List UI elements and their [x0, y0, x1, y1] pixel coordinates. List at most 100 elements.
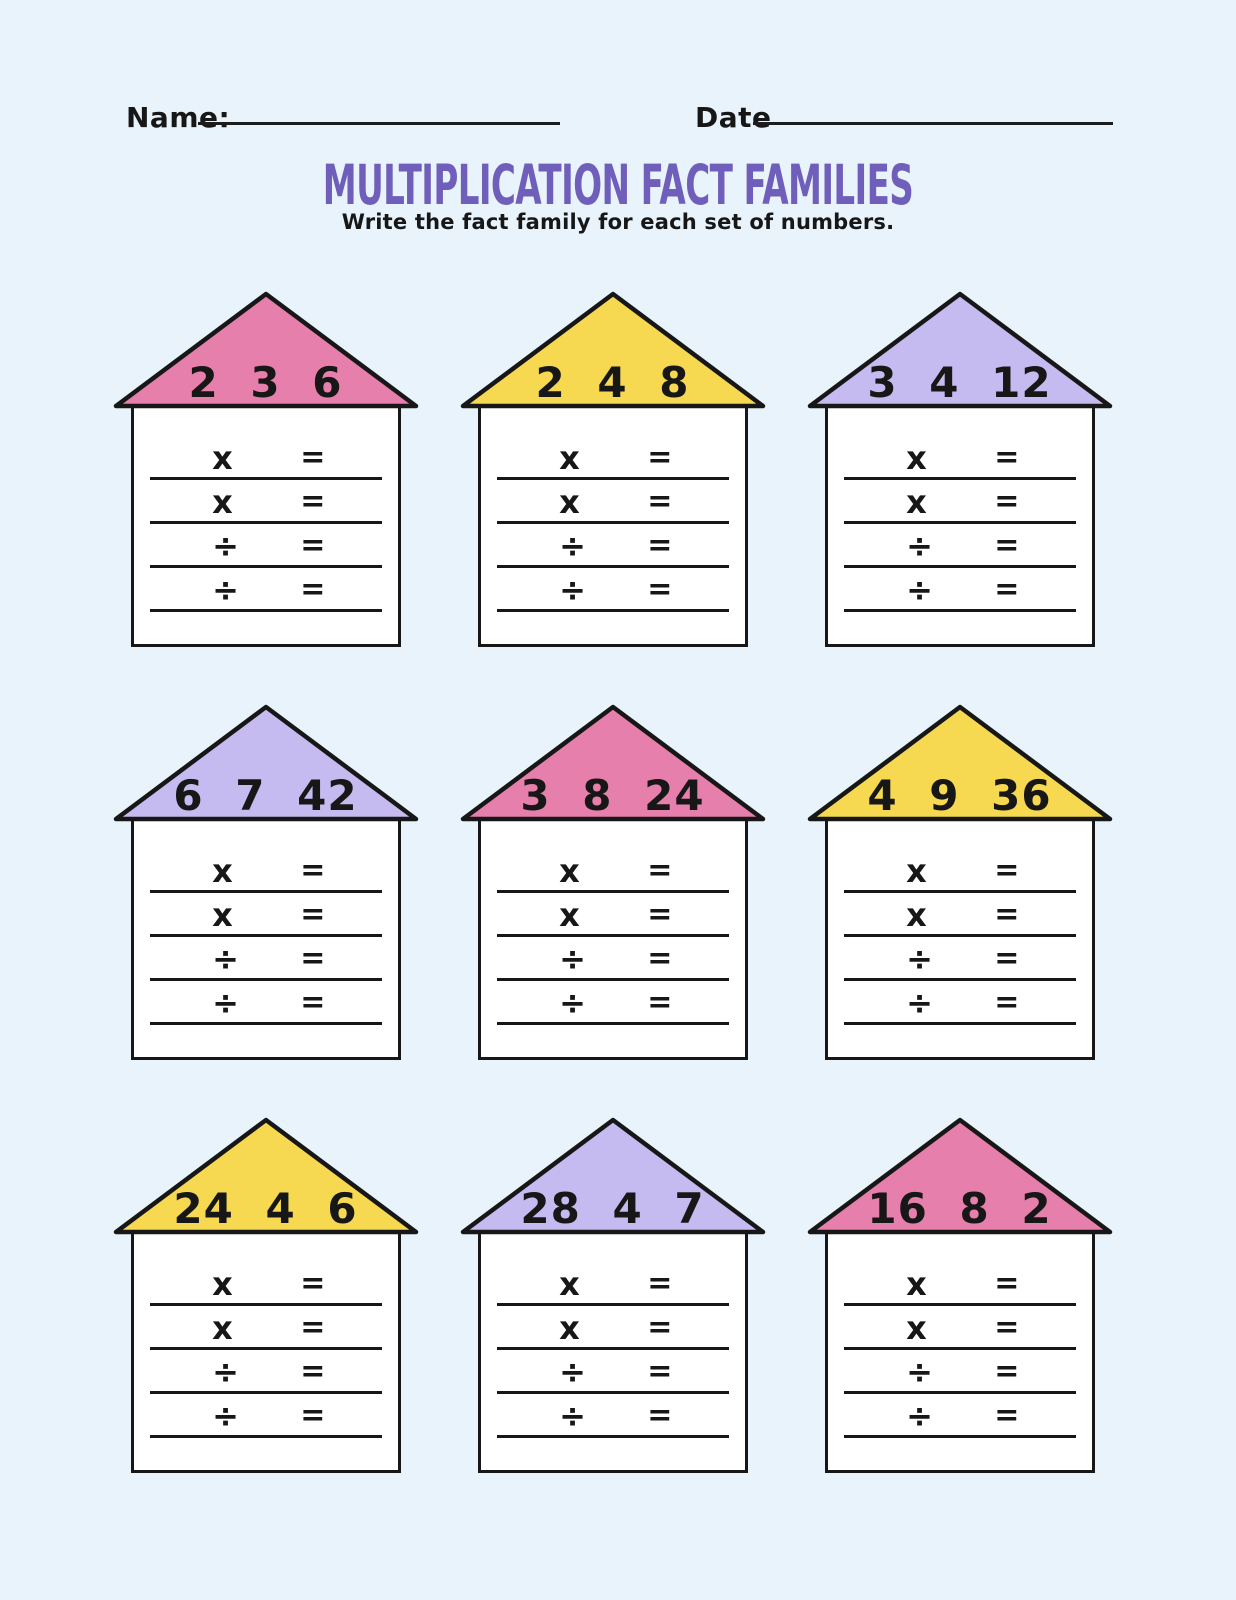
house-body: x = x = ÷ = ÷ =: [824, 407, 1095, 647]
house-body: x = x = ÷ = ÷ =: [130, 407, 401, 647]
equals-symbol: =: [994, 985, 1020, 1020]
multiply-symbol: x: [906, 1265, 927, 1303]
fact-family-house: 24 4 6 x = x = ÷ = ÷ =: [112, 1116, 420, 1473]
equation-row: ÷ =: [496, 1350, 729, 1394]
equation-row: ÷ =: [496, 937, 729, 981]
multiply-symbol: x: [212, 852, 233, 890]
equals-symbol: =: [994, 1310, 1020, 1345]
equation-row: x =: [149, 1262, 382, 1306]
divide-symbol: ÷: [906, 984, 933, 1022]
roof-triangle-icon: [460, 1117, 765, 1235]
date-blank-line: [753, 122, 1113, 125]
equals-symbol: =: [994, 484, 1020, 519]
fact-family-numbers: 3 4 12: [867, 358, 1052, 407]
equals-symbol: =: [300, 1354, 326, 1389]
multiply-symbol: x: [559, 439, 580, 477]
roof-triangle-icon: [113, 291, 418, 409]
equation-row: ÷ =: [496, 981, 729, 1025]
divide-symbol: ÷: [906, 571, 933, 609]
divide-symbol: ÷: [906, 1397, 933, 1435]
house-roof: 2 4 8: [459, 290, 767, 410]
equals-symbol: =: [647, 1266, 673, 1301]
equals-symbol: =: [994, 1354, 1020, 1389]
divide-symbol: ÷: [559, 571, 586, 609]
equals-symbol: =: [647, 853, 673, 888]
house-roof: 16 8 2: [806, 1116, 1114, 1236]
equals-symbol: =: [647, 1354, 673, 1389]
divide-symbol: ÷: [559, 984, 586, 1022]
name-blank-line: [198, 122, 560, 125]
equation-row: x =: [149, 893, 382, 937]
equation-row: ÷ =: [843, 1394, 1076, 1438]
house-roof: 24 4 6: [112, 1116, 420, 1236]
fact-family-numbers: 6 7 42: [173, 771, 358, 820]
divide-symbol: ÷: [212, 527, 239, 565]
multiply-symbol: x: [906, 483, 927, 521]
houses-grid: 2 3 6 x = x = ÷ = ÷ = 2: [92, 290, 1133, 1473]
multiply-symbol: x: [212, 896, 233, 934]
house-roof: 4 9 36: [806, 703, 1114, 823]
fact-family-numbers: 2 4 8: [535, 358, 690, 407]
equals-symbol: =: [994, 941, 1020, 976]
equation-row: ÷ =: [149, 1350, 382, 1394]
house-body: x = x = ÷ = ÷ =: [477, 1233, 748, 1473]
equals-symbol: =: [300, 897, 326, 932]
fact-family-numbers: 2 3 6: [188, 358, 343, 407]
equals-symbol: =: [647, 572, 673, 607]
fact-family-numbers: 16 8 2: [867, 1184, 1052, 1233]
equals-symbol: =: [647, 1310, 673, 1345]
multiply-symbol: x: [906, 896, 927, 934]
equals-symbol: =: [994, 440, 1020, 475]
equals-symbol: =: [300, 1266, 326, 1301]
equation-row: ÷ =: [843, 524, 1076, 568]
equation-row: ÷ =: [149, 524, 382, 568]
multiply-symbol: x: [212, 483, 233, 521]
roof-triangle-icon: [807, 1117, 1112, 1235]
roof-triangle-icon: [460, 291, 765, 409]
house-body: x = x = ÷ = ÷ =: [477, 820, 748, 1060]
equation-row: ÷ =: [843, 1350, 1076, 1394]
fact-family-numbers: 28 4 7: [520, 1184, 705, 1233]
equation-row: ÷ =: [843, 568, 1076, 612]
equation-row: x =: [496, 1262, 729, 1306]
equals-symbol: =: [994, 572, 1020, 607]
divide-symbol: ÷: [559, 527, 586, 565]
equation-row: x =: [496, 849, 729, 893]
worksheet-title: MULTIPLICATION FACT FAMILIES: [322, 153, 914, 217]
house-roof: 28 4 7: [459, 1116, 767, 1236]
equation-row: x =: [496, 436, 729, 480]
equals-symbol: =: [647, 941, 673, 976]
date-label: Date: [695, 101, 772, 134]
equals-symbol: =: [300, 484, 326, 519]
equation-row: ÷ =: [496, 524, 729, 568]
roof-triangle-icon: [113, 1117, 418, 1235]
roof-triangle-icon: [460, 704, 765, 822]
multiply-symbol: x: [212, 1265, 233, 1303]
equals-symbol: =: [647, 528, 673, 563]
house-roof: 6 7 42: [112, 703, 420, 823]
house-body: x = x = ÷ = ÷ =: [477, 407, 748, 647]
roof-triangle-icon: [807, 291, 1112, 409]
equation-row: ÷ =: [496, 568, 729, 612]
equation-row: x =: [149, 480, 382, 524]
equals-symbol: =: [994, 1398, 1020, 1433]
equation-row: x =: [843, 893, 1076, 937]
multiply-symbol: x: [906, 439, 927, 477]
roof-triangle-icon: [807, 704, 1112, 822]
divide-symbol: ÷: [559, 940, 586, 978]
equals-symbol: =: [300, 528, 326, 563]
equation-row: ÷ =: [149, 937, 382, 981]
divide-symbol: ÷: [906, 940, 933, 978]
equation-row: x =: [843, 436, 1076, 480]
equation-row: x =: [496, 893, 729, 937]
divide-symbol: ÷: [559, 1397, 586, 1435]
equals-symbol: =: [300, 985, 326, 1020]
divide-symbol: ÷: [212, 1353, 239, 1391]
multiply-symbol: x: [559, 852, 580, 890]
equals-symbol: =: [994, 1266, 1020, 1301]
house-roof: 2 3 6: [112, 290, 420, 410]
equation-row: x =: [843, 1306, 1076, 1350]
divide-symbol: ÷: [559, 1353, 586, 1391]
divide-symbol: ÷: [212, 984, 239, 1022]
equals-symbol: =: [994, 897, 1020, 932]
